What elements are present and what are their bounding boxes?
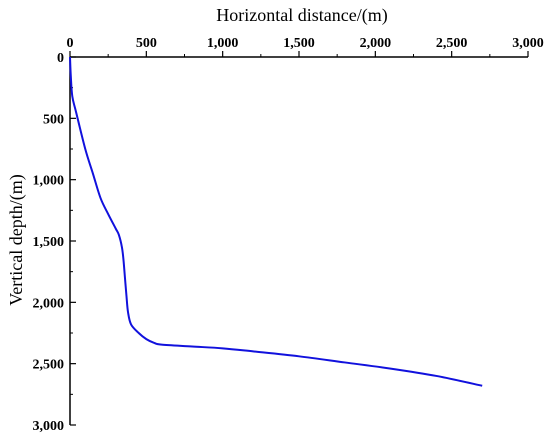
x-tick-label: 0 bbox=[67, 36, 74, 51]
y-tick-label: 2,000 bbox=[33, 296, 65, 311]
y-tick-label: 2,500 bbox=[33, 358, 65, 373]
x-tick-label: 500 bbox=[136, 36, 157, 51]
series-group bbox=[69, 56, 483, 387]
y-tick-label: 0 bbox=[57, 51, 64, 66]
x-tick-label: 2,500 bbox=[436, 36, 468, 51]
ticks: 0 500 1,000 1,500 2,000 2,500 3,000 0 500 1,000 1,… bbox=[33, 36, 544, 434]
x-tick-label: 1,000 bbox=[207, 36, 239, 51]
y-tick-label: 1,000 bbox=[33, 174, 65, 189]
y-tick-label: 3,000 bbox=[33, 419, 65, 434]
x-tick-label: 1,500 bbox=[283, 36, 315, 51]
axes bbox=[69, 56, 528, 425]
x-tick-label: 2,000 bbox=[360, 36, 392, 51]
x-axis-title: Horizontal distance/(m) bbox=[216, 5, 387, 26]
y-tick-label: 1,500 bbox=[33, 235, 65, 250]
series-line-0 bbox=[69, 56, 483, 387]
y-tick-label: 500 bbox=[43, 112, 64, 127]
x-tick-label: 3,000 bbox=[512, 36, 544, 51]
y-axis-title: Vertical depth/(m) bbox=[6, 174, 27, 305]
